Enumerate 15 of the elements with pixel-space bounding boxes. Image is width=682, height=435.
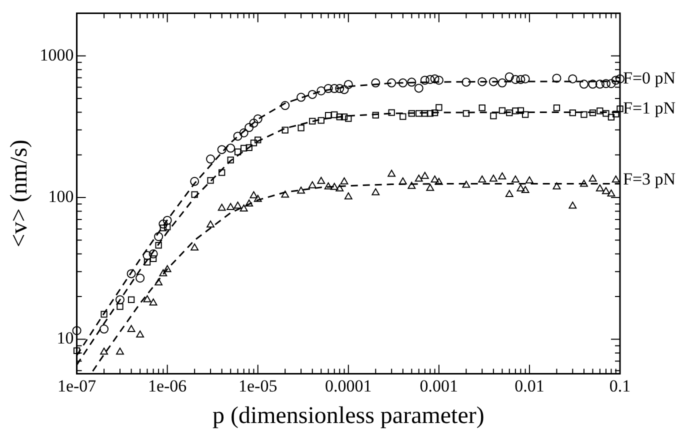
legend-label: F=3 pN [623,169,676,188]
x-tick-label: 0.01 [514,376,544,396]
legend-label: F=0 pN [623,68,676,88]
x-tick-label: 1e-06 [148,376,187,396]
y-tick-label: 1000 [40,45,74,64]
x-axis-title: p (dimensionless parameter) [212,402,484,429]
y-tick-label: 10 [56,328,74,348]
x-tick-label: 1e-07 [57,376,97,396]
x-tick-label: 0.0001 [325,376,372,396]
x-tick-label: 0.1 [609,376,631,396]
y-axis-title: <v> (nm/s) [6,140,33,248]
x-tick-label: 0.001 [420,376,458,396]
y-tick-label: 100 [48,187,74,206]
x-tick-label: 1e-05 [238,376,278,396]
legend-label: F=1 pN [623,98,676,118]
